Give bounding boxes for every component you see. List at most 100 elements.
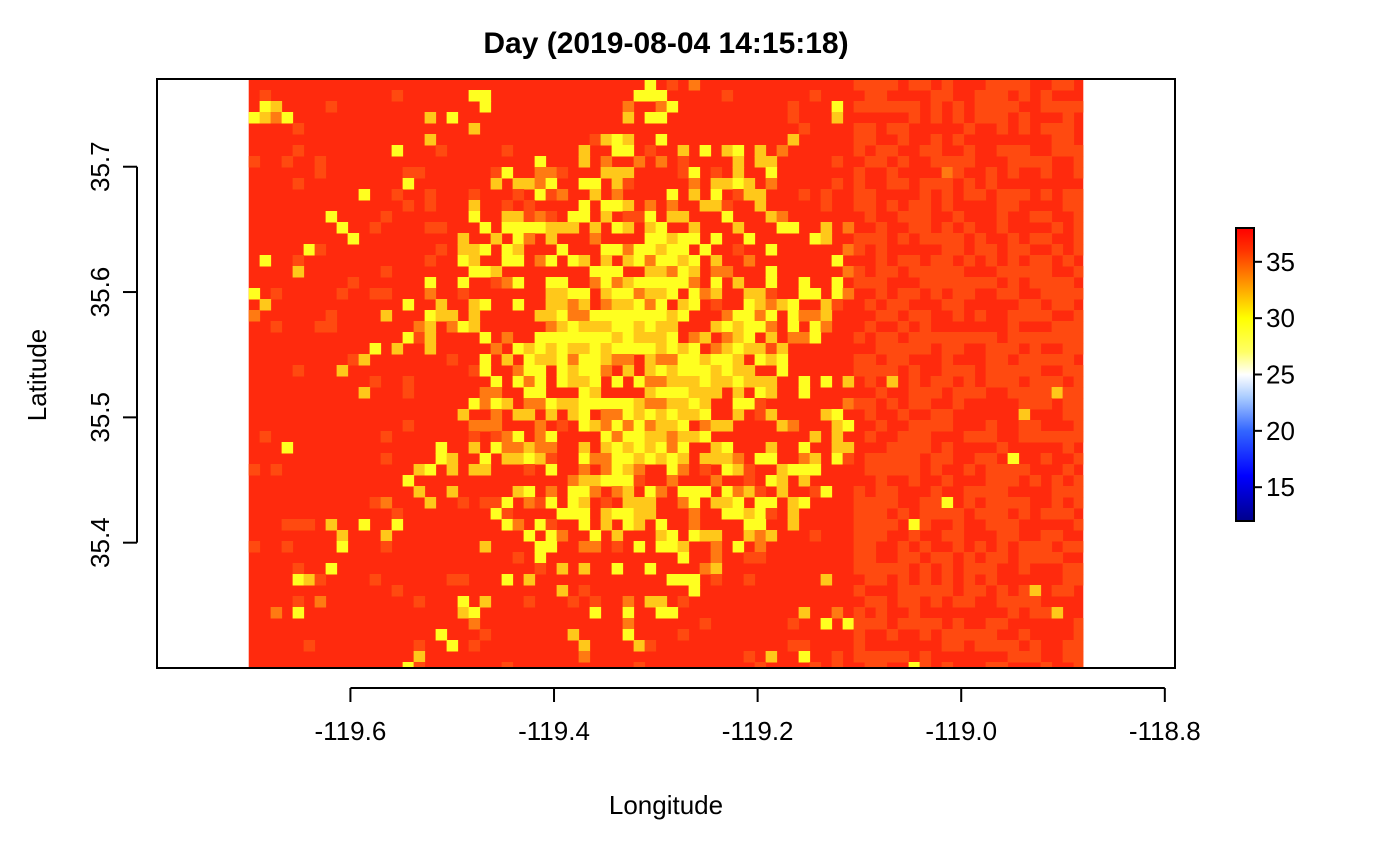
raster-cell	[864, 189, 877, 201]
raster-cell	[556, 563, 569, 575]
raster-cell	[721, 365, 734, 377]
raster-cell	[1007, 387, 1020, 399]
raster-cell	[336, 541, 349, 553]
raster-cell	[611, 431, 624, 443]
raster-cell	[325, 101, 338, 113]
raster-cell	[611, 266, 624, 278]
raster-cell	[501, 508, 514, 520]
raster-cell	[611, 475, 624, 487]
raster-cell	[688, 79, 701, 91]
raster-cell	[600, 332, 613, 344]
raster-cell	[908, 618, 921, 630]
raster-cell	[479, 387, 492, 399]
raster-cell	[1007, 167, 1020, 179]
raster-cell	[468, 607, 481, 619]
raster-cell	[1051, 475, 1064, 487]
raster-cell	[897, 354, 910, 366]
raster-cell	[600, 475, 613, 487]
raster-cell	[402, 299, 415, 311]
raster-cell	[897, 299, 910, 311]
raster-cell	[512, 222, 525, 234]
raster-cell	[908, 552, 921, 564]
raster-cell	[633, 156, 646, 168]
raster-cell	[952, 266, 965, 278]
raster-cell	[787, 618, 800, 630]
raster-cell	[259, 299, 272, 311]
raster-cell	[600, 211, 613, 223]
raster-cell	[853, 178, 866, 190]
raster-cell	[765, 508, 778, 520]
raster-cell	[325, 211, 338, 223]
raster-cell	[842, 266, 855, 278]
raster-cell	[996, 552, 1009, 564]
raster-cell	[941, 189, 954, 201]
raster-cell	[754, 530, 767, 542]
raster-cell	[710, 563, 723, 575]
raster-cell	[710, 189, 723, 201]
raster-cell	[468, 255, 481, 267]
raster-cell	[281, 519, 294, 531]
raster-cell	[963, 574, 976, 586]
raster-cell	[974, 508, 987, 520]
raster-cell	[556, 167, 569, 179]
raster-cell	[1073, 475, 1084, 487]
raster-cell	[1007, 233, 1020, 245]
raster-cell	[765, 288, 778, 300]
raster-cell	[963, 123, 976, 135]
raster-cell	[798, 288, 811, 300]
raster-cell	[512, 211, 525, 223]
raster-cell	[875, 255, 888, 267]
raster-cell	[1051, 222, 1064, 234]
raster-cell	[314, 321, 327, 333]
raster-cell	[721, 486, 734, 498]
raster-cell	[710, 453, 723, 465]
raster-cell	[534, 541, 547, 553]
raster-cell	[666, 475, 679, 487]
raster-cell	[325, 310, 338, 322]
raster-cell	[699, 618, 712, 630]
raster-cell	[512, 365, 525, 377]
raster-cell	[996, 222, 1009, 234]
raster-cell	[908, 112, 921, 124]
raster-cell	[1040, 354, 1053, 366]
raster-cell	[457, 497, 470, 509]
raster-cell	[424, 321, 437, 333]
raster-cell	[457, 607, 470, 619]
raster-cell	[578, 398, 591, 410]
raster-cell	[270, 464, 283, 476]
raster-cell	[996, 486, 1009, 498]
raster-cell	[490, 442, 503, 454]
raster-cell	[655, 222, 668, 234]
raster-cell	[468, 640, 481, 652]
raster-cell	[963, 585, 976, 597]
raster-cell	[523, 530, 536, 542]
raster-cell	[930, 178, 943, 190]
raster-cell	[578, 519, 591, 531]
raster-cell	[941, 343, 954, 355]
raster-cell	[765, 651, 778, 663]
raster-cell	[512, 409, 525, 421]
raster-cell	[1007, 189, 1020, 201]
raster-cell	[1062, 123, 1075, 135]
raster-cell	[699, 398, 712, 410]
raster-cell	[798, 332, 811, 344]
raster-cell	[688, 365, 701, 377]
raster-cell	[897, 464, 910, 476]
raster-cell	[963, 145, 976, 157]
raster-cell	[1029, 420, 1042, 432]
raster-cell	[1051, 552, 1064, 564]
raster-cell	[864, 79, 877, 91]
raster-cell	[985, 354, 998, 366]
raster-cell	[479, 244, 492, 256]
raster-cell	[435, 222, 448, 234]
raster-cell	[963, 178, 976, 190]
raster-cell	[380, 211, 393, 223]
raster-cell	[644, 266, 657, 278]
raster-cell	[666, 354, 679, 366]
raster-cell	[721, 178, 734, 190]
raster-cell	[765, 453, 778, 465]
raster-cell	[864, 156, 877, 168]
raster-cell	[292, 596, 305, 608]
raster-cell	[732, 178, 745, 190]
raster-cell	[512, 233, 525, 245]
